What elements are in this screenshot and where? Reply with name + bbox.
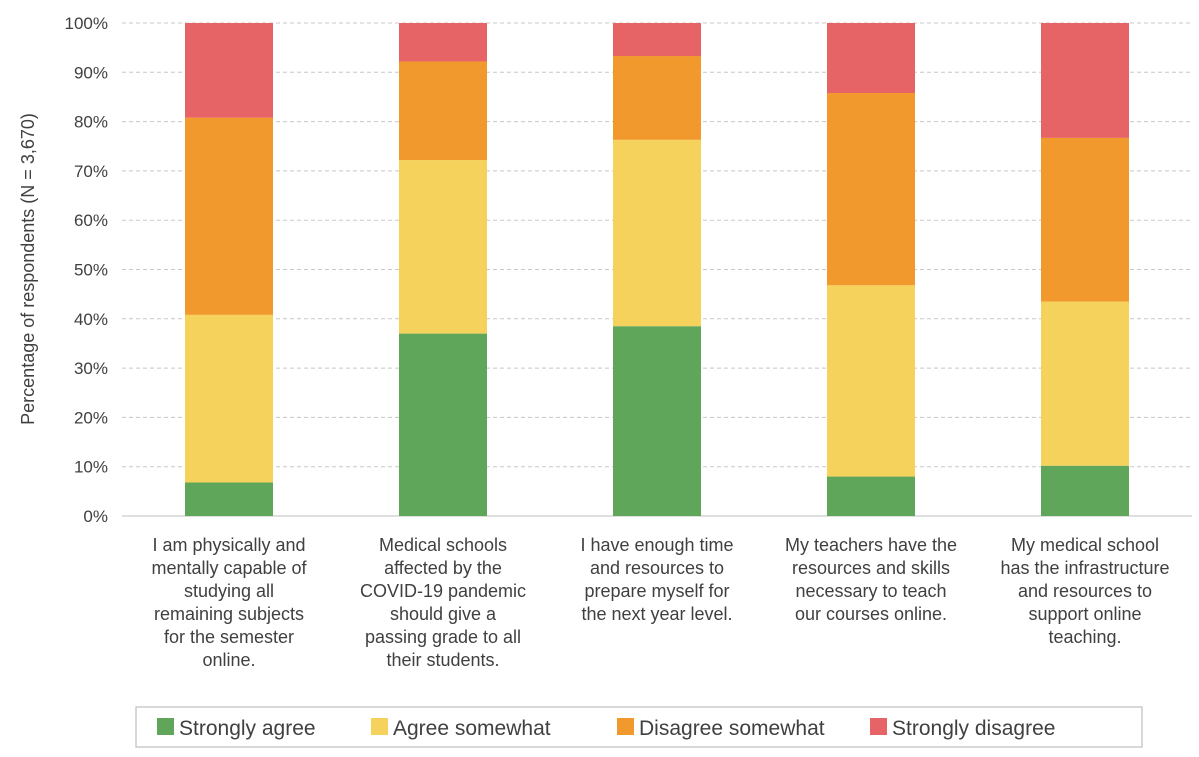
bar-segment-strongly-agree: [1041, 465, 1129, 516]
x-category-label-line: necessary to teach: [795, 581, 946, 601]
bar-segment-disagree-somewhat: [827, 93, 915, 286]
y-axis-ticks: 0% 10% 20% 30% 40% 50% 60% 70% 80% 90% 100%: [65, 14, 108, 526]
y-tick-label: 70%: [74, 162, 108, 181]
bar-segment-agree-somewhat: [185, 314, 273, 483]
y-tick-label: 90%: [74, 63, 108, 82]
legend-swatch: [157, 718, 174, 735]
x-category-label: I have enough time and resources to prepar…: [580, 535, 733, 624]
y-tick-label: 40%: [74, 310, 108, 329]
legend-swatch: [371, 718, 388, 735]
y-tick-label: 30%: [74, 359, 108, 378]
x-category-label-line: remaining subjects: [154, 604, 304, 624]
bar-segment-strongly-agree: [613, 326, 701, 516]
x-category-label: Medical schools affected by the COVID-19 p…: [360, 535, 526, 670]
x-category-label-line: for the semester: [164, 627, 294, 647]
x-category-label-line: our courses online.: [795, 604, 947, 624]
x-category-label-line: My teachers have the: [785, 535, 957, 555]
x-category-label-line: teaching.: [1048, 627, 1121, 647]
y-tick-label: 100%: [65, 14, 108, 33]
x-category-label: My medical school has the infrastructure a…: [1000, 535, 1169, 647]
bar-segment-disagree-somewhat: [613, 56, 701, 140]
x-category-label-line: their students.: [386, 650, 499, 670]
x-category-label-line: should give a: [390, 604, 497, 624]
bar-segment-strongly-disagree: [827, 23, 915, 94]
x-category-label-line: online.: [202, 650, 255, 670]
bar-segment-strongly-disagree: [185, 23, 273, 118]
y-tick-label: 50%: [74, 261, 108, 280]
x-category-label-line: COVID-19 pandemic: [360, 581, 526, 601]
y-tick-label: 10%: [74, 458, 108, 477]
legend-label: Strongly agree: [179, 717, 316, 740]
bar-segment-disagree-somewhat: [1041, 137, 1129, 302]
bar-segment-strongly-disagree: [1041, 23, 1129, 138]
x-category-label-line: and resources to: [1018, 581, 1152, 601]
x-category-label-line: prepare myself for: [584, 581, 729, 601]
legend-swatch: [870, 718, 887, 735]
y-tick-label: 60%: [74, 211, 108, 230]
x-category-label-line: studying all: [184, 581, 274, 601]
x-category-label: I am physically and mentally capable of st…: [151, 535, 307, 670]
legend-swatch: [617, 718, 634, 735]
x-category-label-line: My medical school: [1011, 535, 1159, 555]
bar-segment-agree-somewhat: [399, 160, 487, 334]
bar-segment-strongly-agree: [399, 333, 487, 516]
y-axis-title: Percentage of respondents (N = 3,670): [18, 113, 38, 425]
x-category-label-line: Medical schools: [379, 535, 507, 555]
bar-segment-disagree-somewhat: [399, 61, 487, 161]
legend-box: [135, 706, 1143, 748]
bar-segment-agree-somewhat: [1041, 301, 1129, 466]
legend: Strongly agree Agree somewhat Disagree som…: [135, 706, 1143, 748]
x-axis-category-labels: I am physically and mentally capable of st…: [151, 535, 1169, 670]
x-category-label: My teachers have the resources and skills…: [785, 535, 957, 624]
x-category-label-line: I have enough time: [580, 535, 733, 555]
bar-segment-strongly-disagree: [613, 23, 701, 57]
bar-segment-agree-somewhat: [827, 285, 915, 477]
y-tick-label: 0%: [83, 507, 108, 526]
legend-label: Agree somewhat: [393, 717, 551, 740]
bar-segment-agree-somewhat: [613, 139, 701, 327]
x-category-label-line: support online: [1028, 604, 1141, 624]
bar-segment-disagree-somewhat: [185, 117, 273, 315]
x-category-label-line: has the infrastructure: [1000, 558, 1169, 578]
x-category-label-line: and resources to: [590, 558, 724, 578]
legend-label: Strongly disagree: [892, 717, 1055, 740]
y-tick-label: 20%: [74, 408, 108, 427]
bar-segment-strongly-agree: [827, 476, 915, 516]
bar-segment-strongly-agree: [185, 482, 273, 516]
x-category-label-line: the next year level.: [581, 604, 732, 624]
x-category-label-line: affected by the: [384, 558, 502, 578]
x-category-label-line: mentally capable of: [151, 558, 307, 578]
x-category-label-line: I am physically and: [152, 535, 305, 555]
x-category-label-line: resources and skills: [792, 558, 950, 578]
y-tick-label: 80%: [74, 113, 108, 132]
bars-layer: [185, 23, 1129, 516]
x-category-label-line: passing grade to all: [365, 627, 521, 647]
legend-label: Disagree somewhat: [639, 717, 825, 740]
bar-segment-strongly-disagree: [399, 23, 487, 62]
